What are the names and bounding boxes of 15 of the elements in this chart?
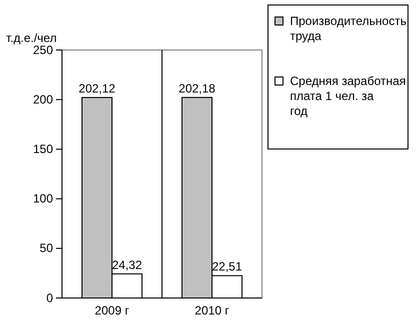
y-tick-label: 100 — [32, 192, 54, 206]
data-label: 202,18 — [178, 81, 216, 96]
data-label: 22,51 — [212, 260, 242, 274]
x-tick-label: 2010 г — [194, 304, 230, 318]
y-tick-label: 0 — [46, 290, 54, 305]
data-label: 24,32 — [112, 258, 142, 272]
y-tick-label: 50 — [40, 241, 54, 256]
y-tick-label: 150 — [32, 142, 54, 156]
y-tick-label: 200 — [32, 92, 54, 106]
legend-label: Производительность труда — [290, 14, 406, 43]
y-tick-label: 250 — [32, 42, 54, 57]
y-axis-title: т.д.е./чел — [6, 31, 57, 45]
data-label: 202,12 — [78, 81, 116, 96]
x-tick-label: 2009 г — [94, 304, 130, 318]
legend-label: Средняя заработная плата 1 чел. за год — [290, 74, 406, 118]
